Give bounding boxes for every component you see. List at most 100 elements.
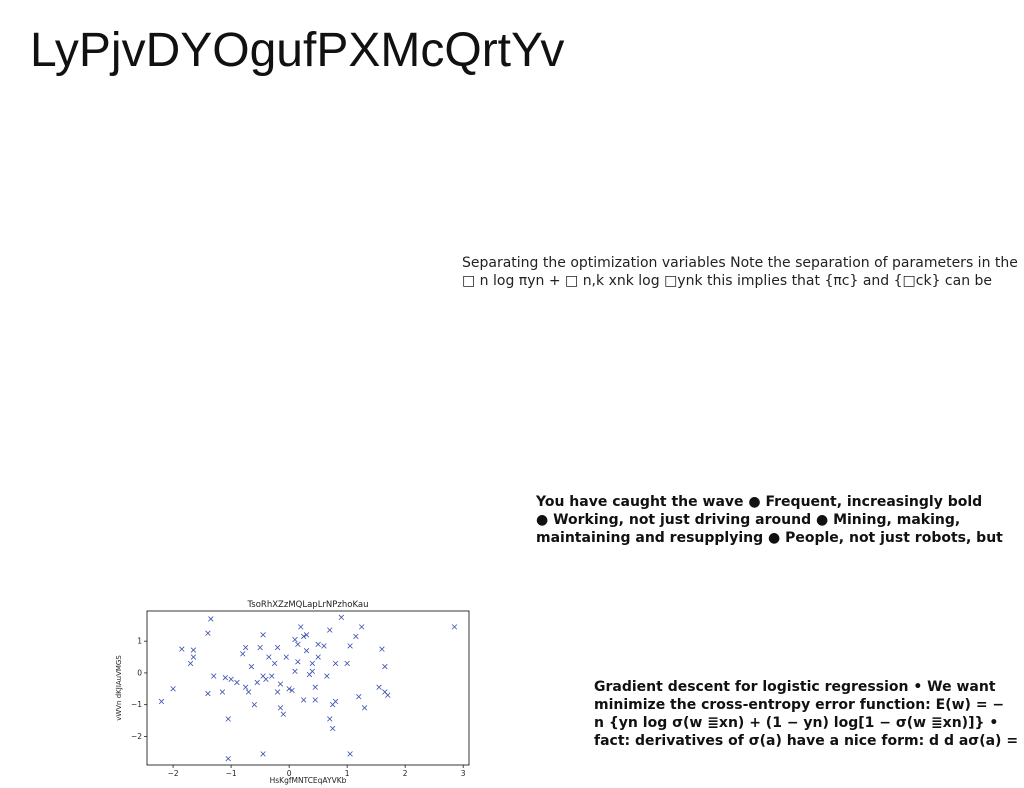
scatter-point	[234, 679, 240, 686]
scatter-point	[303, 632, 310, 638]
scatter-point	[205, 630, 211, 636]
scatter-point	[379, 646, 385, 652]
scatter-point	[254, 679, 260, 686]
scatter-point	[283, 654, 289, 660]
scatter-point	[315, 654, 321, 660]
scatter-point	[347, 643, 353, 649]
scatter-point	[309, 660, 316, 667]
text-line: maintaining and resupplying ● People, no…	[536, 530, 1003, 546]
scatter-chart-svg: TsoRhXZzMQLapLrNPzhoKau −2 −1 0 1 2 3 −2−101 …	[115, 600, 470, 785]
scatter-point	[269, 673, 275, 679]
scatter-point	[303, 648, 310, 654]
scatter-point	[312, 697, 318, 703]
scatter-point	[274, 644, 281, 651]
text-line: Gradient descent for logistic regression…	[594, 679, 996, 695]
scatter-point	[225, 716, 231, 722]
scatter-point	[300, 697, 307, 703]
y-tick-label: −1	[131, 700, 142, 709]
text-block-optimization-variables: Separating the optimization variables No…	[462, 254, 1024, 290]
scatter-point	[211, 673, 217, 679]
scatter-point	[376, 684, 382, 690]
scatter-point	[353, 633, 359, 640]
scatter-point	[248, 663, 255, 670]
scatter-point	[329, 725, 336, 732]
text-block-gradient-descent: Gradient descent for logistic regression…	[594, 678, 1024, 750]
scatter-point	[295, 659, 301, 665]
scatter-point	[222, 674, 229, 681]
text-line: minimize the cross-entropy error functio…	[594, 697, 1005, 713]
x-tick-label: 2	[403, 769, 408, 778]
scatter-point	[242, 684, 249, 690]
scatter-point	[300, 633, 307, 640]
scatter-point	[158, 698, 165, 705]
text-block-caught-the-wave: You have caught the wave ● Frequent, inc…	[536, 493, 1024, 547]
scatter-point	[312, 684, 318, 690]
x-tick-label: 3	[461, 769, 466, 778]
y-tick-label: 0	[137, 668, 142, 677]
y-axis-label: vWVn dKJIAuVMGS	[115, 655, 123, 721]
scatter-point	[225, 755, 231, 762]
text-line: fact: derivatives of σ(a) have a nice fo…	[594, 733, 1019, 749]
page-title: LyPjvDYOgufPXMcQrtYv	[30, 24, 565, 77]
scatter-point	[190, 654, 197, 660]
scatter-point	[240, 651, 246, 657]
scatter-point	[315, 641, 321, 648]
y-tick-label: −2	[131, 732, 142, 741]
x-tick-label: 1	[345, 769, 350, 778]
scatter-point	[251, 701, 258, 708]
scatter-point	[245, 689, 252, 695]
scatter-points	[158, 614, 458, 762]
scatter-point	[260, 632, 266, 638]
chart-title: TsoRhXZzMQLapLrNPzhoKau	[247, 600, 369, 610]
scatter-point	[187, 660, 194, 667]
scatter-point	[451, 624, 458, 630]
scatter-point	[260, 751, 266, 757]
scatter-point	[228, 676, 234, 682]
scatter-point	[332, 660, 339, 667]
scatter-point	[344, 660, 350, 667]
scatter-point	[190, 647, 197, 653]
scatter-point	[219, 689, 226, 695]
text-line: You have caught the wave ● Frequent, inc…	[536, 494, 983, 510]
scatter-point	[327, 627, 333, 633]
scatter-point	[309, 668, 316, 675]
scatter-point	[289, 687, 295, 694]
scatter-point	[263, 676, 269, 682]
scatter-point	[242, 644, 249, 651]
scatter-point	[324, 673, 330, 679]
scatter-point	[292, 668, 298, 675]
scatter-point	[277, 705, 284, 711]
plot-frame	[146, 610, 470, 766]
text-line: Separating the optimization variables No…	[462, 255, 1018, 271]
scatter-point	[274, 689, 281, 695]
scatter-point	[266, 654, 272, 660]
x-axis-ticks: −2 −1 0 1 2 3	[168, 765, 466, 778]
x-axis-label: HsKgfMNTCEqAYVKb	[270, 776, 347, 785]
scatter-chart: TsoRhXZzMQLapLrNPzhoKau −2 −1 0 1 2 3 −2 −1 0 1 …	[110, 596, 480, 788]
scatter-point	[295, 641, 301, 648]
scatter-point	[271, 660, 278, 667]
scatter-point	[170, 686, 176, 692]
x-tick-label: −2	[168, 769, 179, 778]
y-tick-label: 1	[137, 637, 142, 646]
scatter-point	[298, 624, 304, 630]
text-line: □ n log πyn + □ n,k xnk log □ynk this im…	[462, 273, 993, 289]
scatter-point	[257, 644, 263, 651]
scatter-point	[347, 751, 353, 757]
scatter-point	[382, 663, 388, 670]
scatter-point	[332, 698, 339, 705]
scatter-point	[321, 643, 327, 649]
scatter-point	[385, 692, 391, 698]
scatter-point	[361, 705, 368, 711]
scatter-point	[277, 681, 284, 687]
text-line: ● Working, not just driving around ● Min…	[536, 512, 961, 528]
scatter-point	[327, 716, 333, 722]
scatter-point	[356, 694, 362, 700]
scatter-point	[338, 614, 345, 621]
scatter-point	[208, 616, 214, 622]
scatter-point	[179, 646, 185, 652]
x-tick-label: 0	[287, 769, 292, 778]
scatter-point	[358, 624, 365, 630]
scatter-point	[280, 711, 287, 717]
y-axis-ticks: −2 −1 0 1	[131, 637, 147, 741]
